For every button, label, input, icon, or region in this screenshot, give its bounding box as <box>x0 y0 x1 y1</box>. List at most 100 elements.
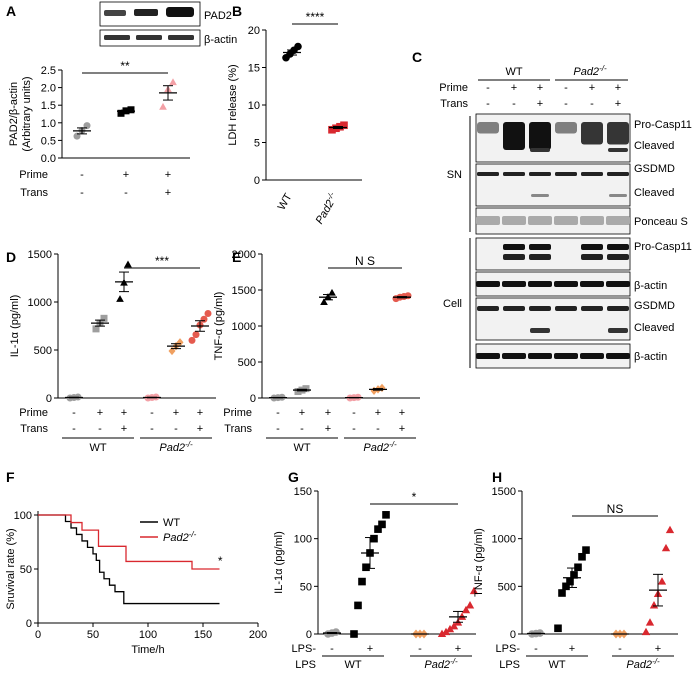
y-tick-label: 0 <box>254 175 260 187</box>
row-symbol: + <box>165 187 171 199</box>
panel-label: A <box>6 3 16 19</box>
blot-band <box>503 244 525 250</box>
row-symbol: - <box>486 98 490 110</box>
y-tick-label: 1500 <box>28 249 52 261</box>
band-label: Pro-Casp11 <box>634 241 692 253</box>
row-symbol: + <box>121 423 127 435</box>
data-point <box>354 601 362 610</box>
y-tick-label: 1.5 <box>41 100 56 112</box>
row-label: Trans <box>440 98 468 110</box>
data-point <box>124 260 132 268</box>
blot-band <box>606 281 630 287</box>
blot-band <box>136 35 162 40</box>
significance-label: ** <box>120 59 130 73</box>
row-symbol: - <box>564 82 568 94</box>
row-symbol: + <box>325 407 331 419</box>
blot-frame <box>475 271 631 297</box>
series-line <box>38 514 220 605</box>
blot-band <box>528 353 552 359</box>
blot-band <box>581 122 603 145</box>
row-label: Trans <box>224 423 252 435</box>
y-tick-label: 10 <box>248 100 260 112</box>
y-tick-label: 2000 <box>232 249 256 261</box>
data-point <box>294 42 302 51</box>
data-point <box>294 388 302 396</box>
data-point <box>302 385 310 393</box>
y-tick-label: 2.0 <box>41 83 56 95</box>
blot-band <box>607 254 629 260</box>
x-tick-label: 150 <box>194 629 212 641</box>
blot-band <box>580 353 604 359</box>
data-point <box>204 310 212 318</box>
row-symbol: - <box>512 98 516 110</box>
panel-label: C <box>412 49 422 65</box>
row-symbol: + <box>511 82 517 94</box>
blot-band <box>555 122 577 134</box>
panel-label: F <box>6 469 15 485</box>
data-point <box>566 577 574 586</box>
row-symbol: + <box>655 643 661 655</box>
blot-band <box>580 281 604 287</box>
y-tick-label: 50 <box>20 564 32 576</box>
row-label: LPS- <box>496 643 521 655</box>
y-tick-label: 20 <box>248 25 260 37</box>
blot-band <box>166 7 194 17</box>
row-label: LPS- <box>292 643 317 655</box>
blot-band <box>531 194 549 197</box>
blot-label: PAD2 <box>204 10 232 22</box>
band-label: β-actin <box>634 280 667 292</box>
blot-band <box>529 254 551 260</box>
band-label: Ponceau S <box>634 216 688 228</box>
row-symbol: + <box>537 98 543 110</box>
blot-band <box>529 244 551 250</box>
band-label: Cleaved <box>634 322 674 334</box>
blot-band <box>476 281 500 287</box>
blot-band <box>607 306 629 311</box>
blot-band <box>104 35 130 40</box>
data-point <box>117 109 125 117</box>
x-axis-label: Time/h <box>131 644 164 656</box>
data-point <box>374 525 382 533</box>
data-point <box>574 563 582 572</box>
data-point <box>192 331 200 339</box>
y-tick-label: 500 <box>34 345 52 357</box>
row-symbol: + <box>197 423 203 435</box>
data-point <box>562 582 570 591</box>
blot-band <box>555 306 577 311</box>
blot-band <box>502 281 526 287</box>
row-symbol: + <box>299 407 305 419</box>
blot-band <box>503 254 525 260</box>
blot-band <box>581 254 603 260</box>
blot-band <box>168 35 194 40</box>
row-symbol: + <box>121 407 127 419</box>
panel-label: B <box>232 3 242 19</box>
blot-band <box>554 353 578 359</box>
data-point <box>469 586 479 595</box>
y-axis-label: LDH release (%) <box>227 64 239 145</box>
data-point <box>370 534 378 543</box>
legend-label: Pad2-/- <box>163 530 197 544</box>
row-symbol: + <box>399 407 405 419</box>
data-point <box>188 336 196 344</box>
blot-frame <box>475 237 631 271</box>
row-symbol: - <box>564 98 568 110</box>
blot-frame <box>475 207 631 235</box>
band-label: Cleaved <box>634 140 674 152</box>
row-label: Prime <box>19 169 48 181</box>
y-axis-label: (Arbitrary units) <box>21 76 33 151</box>
y-tick-label: 100 <box>14 510 32 522</box>
y-tick-label: 500 <box>498 581 516 593</box>
data-point <box>358 577 366 586</box>
y-axis-label: Sruvival rate (%) <box>5 528 17 609</box>
category-label: Pad2-/- <box>312 190 341 226</box>
blot-band <box>607 172 629 176</box>
data-point <box>445 624 455 633</box>
row-label: Prime <box>439 82 468 94</box>
panel-label: H <box>492 469 502 485</box>
row-symbol: - <box>80 187 84 199</box>
group-label: WT <box>548 659 565 671</box>
panel-d: D 0 500 1000 1500 IL-1α (pg/ml) *** Prime Trans -… <box>6 249 216 454</box>
blot-frame <box>475 297 631 341</box>
